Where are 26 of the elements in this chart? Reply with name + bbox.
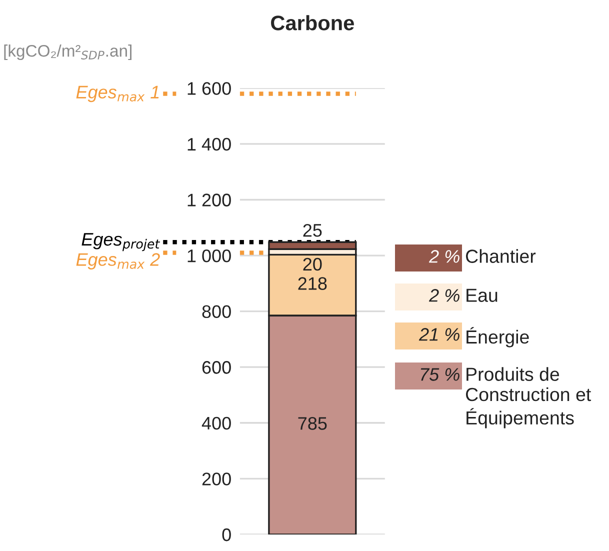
data-label: 25 (303, 224, 322, 237)
chart-title: Carbone (271, 15, 354, 30)
text: 75 % (420, 368, 460, 381)
y-tick-label: 1 600 (188, 82, 231, 95)
y-tick-label: 0 (222, 528, 231, 542)
y-tick-label: 1 400 (188, 138, 231, 151)
data-label: 785 (298, 417, 327, 430)
y-tick-label: 600 (202, 361, 231, 374)
y-tick-label: 200 (202, 472, 231, 486)
text: 21 % (418, 328, 460, 341)
legend-label: Produits de Construction et Équipements (466, 367, 592, 428)
y-axis-title: [kgCO₂/m²$_{SDP}$.an] (4, 44, 132, 60)
ref-line-label: Eges$_{max}$ 1 (76, 86, 159, 102)
y-tick-label: 1 000 (188, 249, 231, 262)
y-tick-label: 400 (202, 416, 231, 430)
text: 2 % (428, 250, 460, 263)
data-label: 20 (303, 258, 322, 271)
legend-label: Chantier (466, 249, 536, 263)
y-tick-label: 800 (202, 305, 231, 318)
legend-label: Énergie (466, 327, 529, 348)
y-tick-label: 1 200 (188, 194, 231, 206)
ref-line-label: Eges$_{projet}$ (82, 233, 160, 252)
data-label: 218 (298, 277, 327, 290)
ref-line-label: Eges$_{max}$ 2 (76, 253, 160, 270)
legend-label: Eau (466, 288, 498, 302)
text: 2 % (428, 289, 460, 302)
